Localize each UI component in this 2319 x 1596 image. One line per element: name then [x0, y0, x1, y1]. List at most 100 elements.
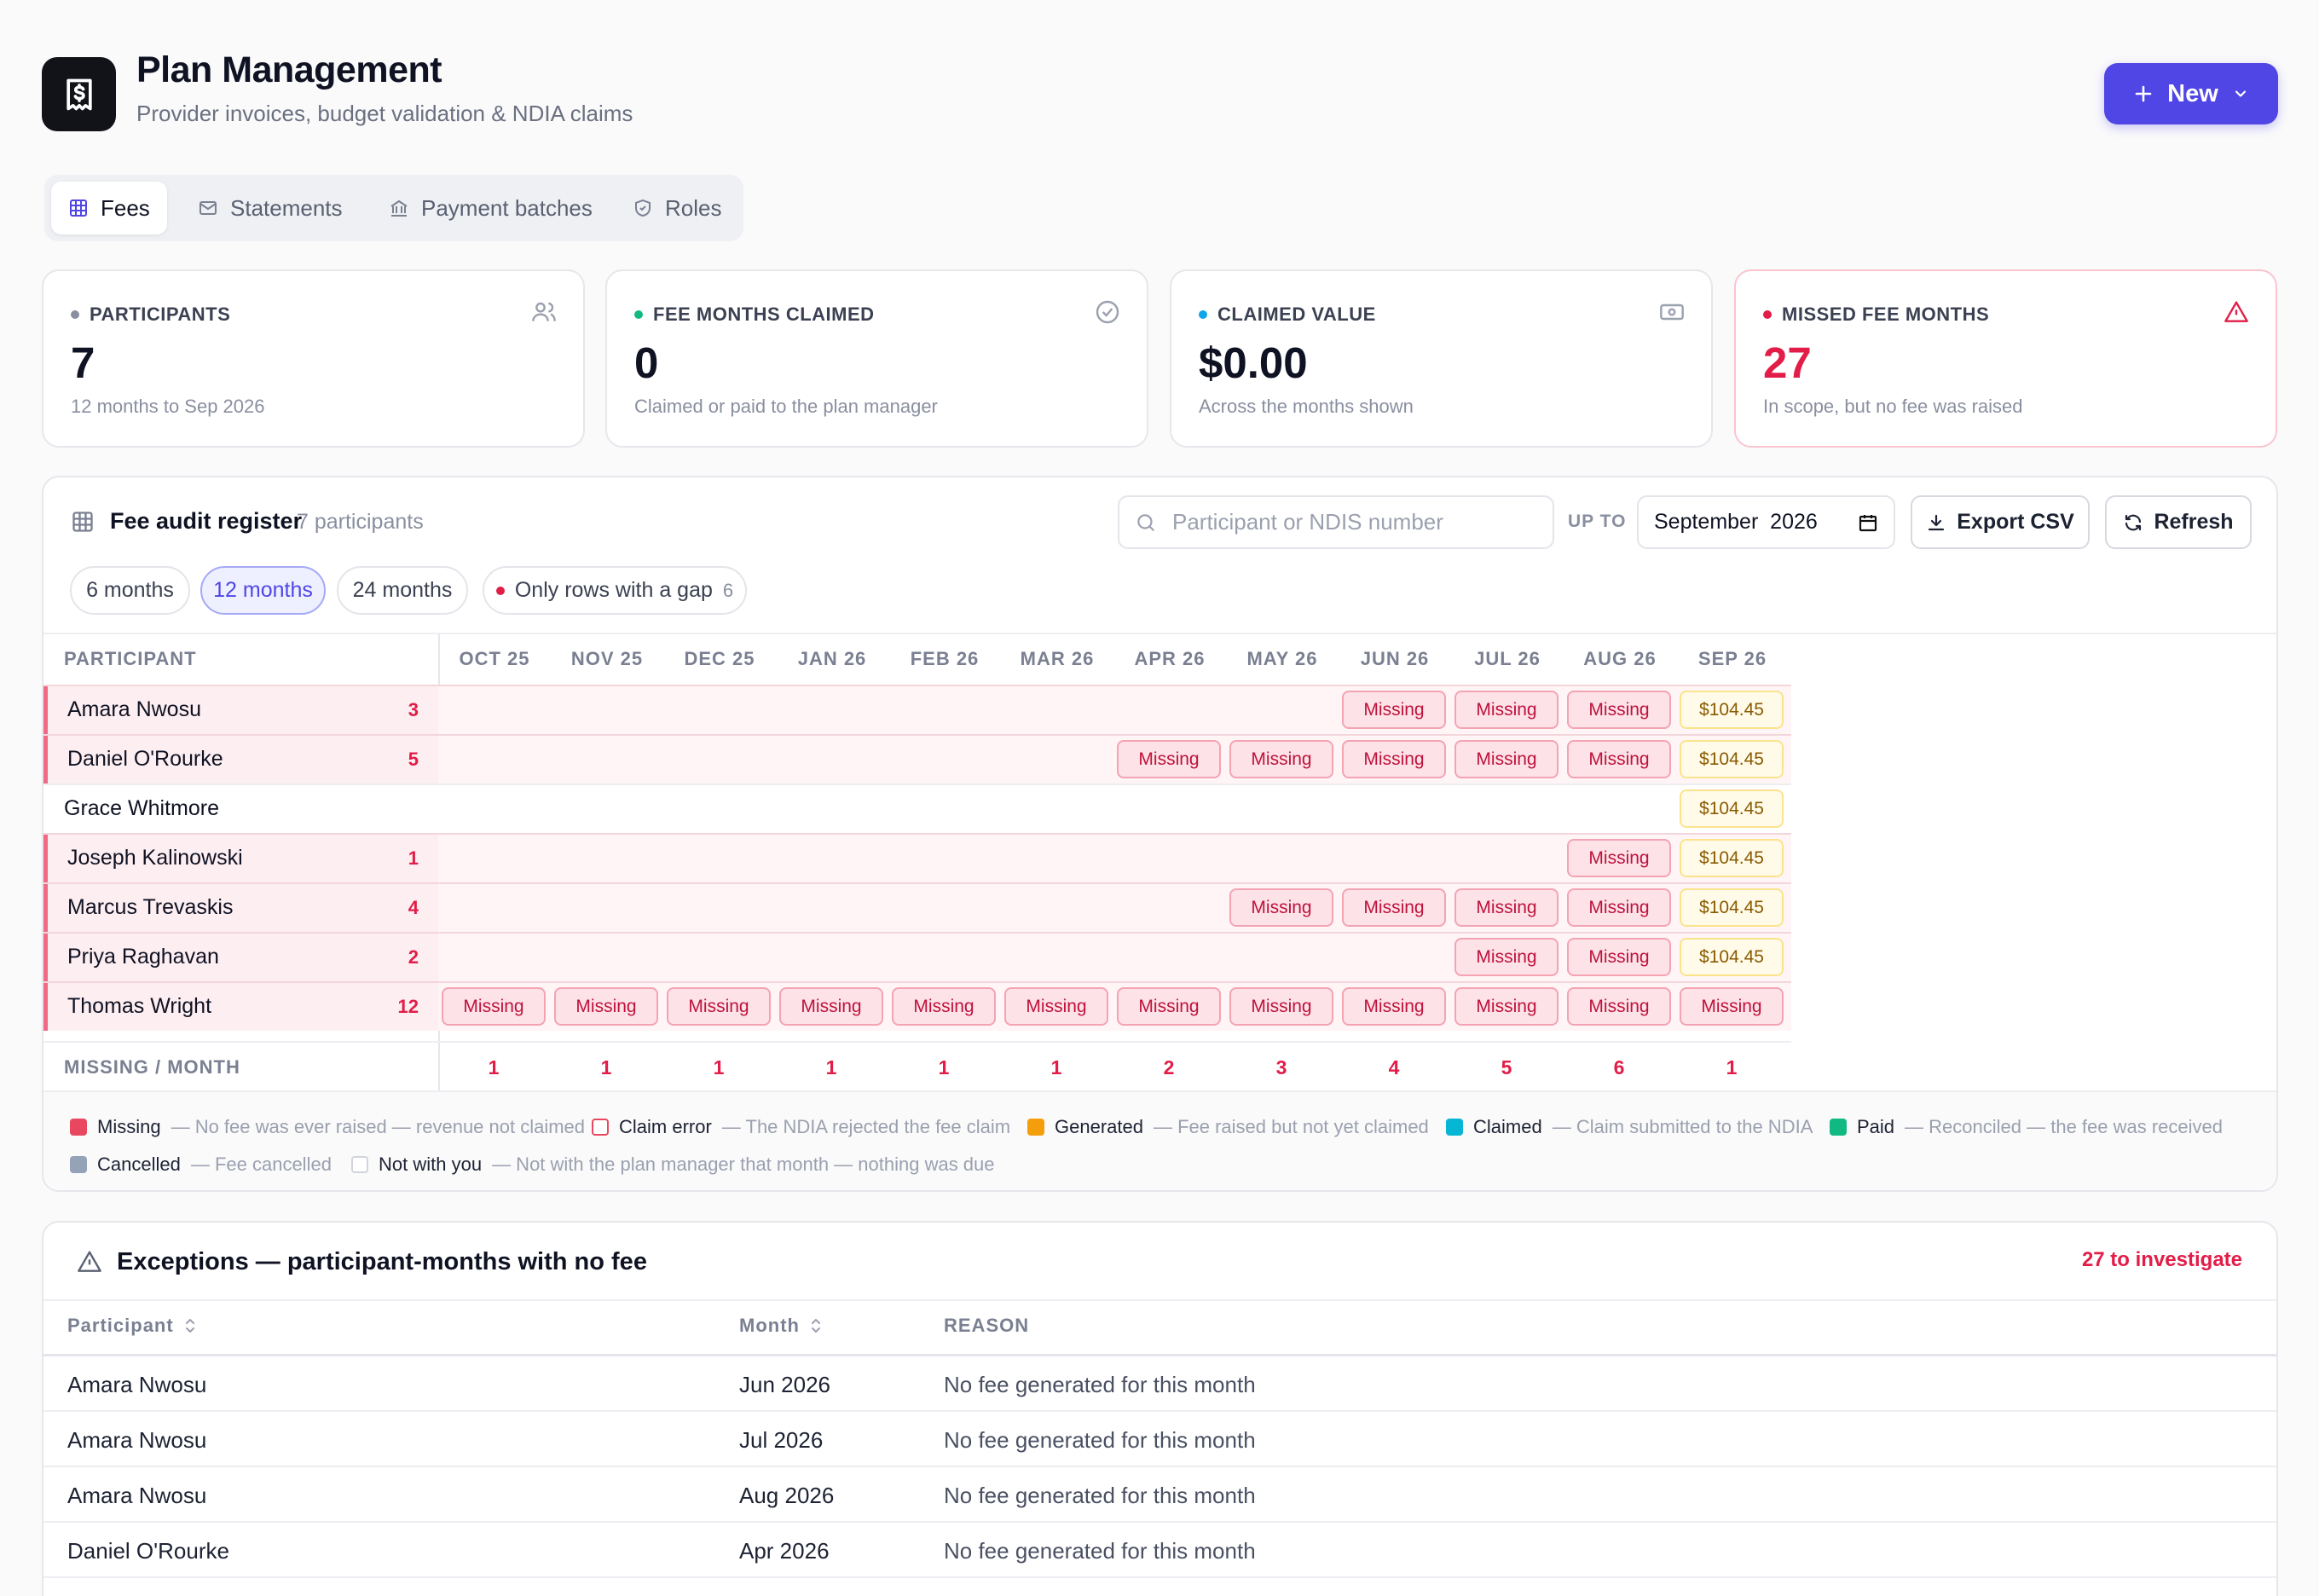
table-row[interactable]: Amara Nwosu Jun 2026 No fee generated for …: [43, 1356, 2276, 1412]
missing-fee-badge[interactable]: Missing: [667, 987, 771, 1026]
missing-fee-badge[interactable]: Missing: [1342, 740, 1446, 778]
sort-icon: [811, 1319, 820, 1333]
search-icon: [1137, 513, 1154, 531]
table-row[interactable]: Amara Nwosu 3 Missing Missing Missing $104.45: [43, 685, 1791, 734]
month-cell: Jun 2026: [739, 1372, 830, 1397]
legend-label: Generated: [1055, 1116, 1143, 1137]
new-button[interactable]: New: [2104, 63, 2278, 124]
chip-label: Only rows with a gap: [514, 578, 713, 602]
participant-cell: [43, 686, 438, 734]
missing-fee-badge[interactable]: Missing: [1680, 987, 1784, 1026]
missing-fee-badge[interactable]: Missing: [1567, 839, 1671, 877]
table-row[interactable]: Marcus Trevaskis 4 Missing Missing Missing Mi…: [43, 882, 1791, 932]
table-row[interactable]: Daniel O'Rourke 5 Missing Missing Missing Mis…: [43, 734, 1791, 784]
participant-column-header: PARTICIPANT: [64, 648, 197, 669]
generated-fee-badge[interactable]: $104.45: [1680, 740, 1784, 778]
generated-fee-badge[interactable]: $104.45: [1680, 789, 1784, 828]
stat-label: CLAIMED VALUE: [1217, 304, 1376, 325]
tab-statements[interactable]: Statements: [181, 182, 360, 234]
search-input[interactable]: Participant or NDIS number: [1118, 495, 1554, 549]
table-row[interactable]: Amara Nwosu Jul 2026 No fee generated for …: [43, 1412, 2276, 1467]
table-row[interactable]: Thomas Wright 12 Missing Missing Missing Miss…: [43, 981, 1791, 1031]
tab-bar: Fees Statements Payment batches Roles: [44, 175, 743, 241]
table-row[interactable]: Joseph Kalinowski 1 Missing $104.45: [43, 833, 1791, 882]
generated-fee-badge[interactable]: $104.45: [1680, 691, 1784, 729]
chip-only-gap-rows[interactable]: Only rows with a gap 6: [483, 566, 747, 615]
status-dot: [1199, 310, 1207, 319]
up-to-label: UP TO: [1568, 512, 1627, 531]
missing-fee-badge[interactable]: Missing: [1004, 987, 1108, 1026]
missing-fee-badge[interactable]: Missing: [1567, 987, 1671, 1026]
tab-fees[interactable]: Fees: [51, 182, 167, 234]
missing-fee-badge[interactable]: Missing: [1117, 740, 1221, 778]
missing-fee-badge[interactable]: Missing: [442, 987, 546, 1026]
column-header-participant[interactable]: Participant: [67, 1315, 198, 1337]
missing-fee-badge[interactable]: Missing: [1454, 691, 1559, 729]
grid-icon: [72, 512, 93, 532]
chip-24-months[interactable]: 24 months: [337, 566, 468, 615]
export-csv-button[interactable]: Export CSV: [1911, 495, 2090, 549]
month-picker[interactable]: September 2026: [1637, 495, 1895, 549]
table-row[interactable]: Grace Whitmore $104.45: [43, 784, 1791, 833]
tab-roles[interactable]: Roles: [616, 182, 738, 234]
grid-icon: [70, 200, 87, 217]
missing-per-month-row: MISSING / MONTH 1 1 1 1 1 1 2 3 4 5 6 1: [43, 1041, 1791, 1090]
missing-fee-badge[interactable]: Missing: [1454, 938, 1559, 976]
missing-fee-badge[interactable]: Missing: [1567, 740, 1671, 778]
participant-cell: [43, 835, 438, 882]
page-subtitle: Provider invoices, budget validation & N…: [136, 101, 633, 126]
column-header-reason: REASON: [944, 1315, 1030, 1336]
legend-item: Claimed — Claim submitted to the NDIA: [1446, 1116, 1813, 1138]
page-title: Plan Management: [136, 49, 442, 90]
missing-fee-badge[interactable]: Missing: [1342, 987, 1446, 1026]
missing-fee-badge[interactable]: Missing: [1342, 888, 1446, 927]
month-value: September 2026: [1654, 510, 1818, 534]
refresh-button[interactable]: Refresh: [2105, 495, 2252, 549]
table-row[interactable]: Priya Raghavan 2 Missing Missing $104.45: [43, 932, 1791, 981]
missing-fee-badge[interactable]: Missing: [779, 987, 883, 1026]
missing-fee-badge[interactable]: Missing: [1454, 987, 1559, 1026]
missing-fee-badge[interactable]: Missing: [1567, 938, 1671, 976]
participant-name: Amara Nwosu: [67, 697, 201, 721]
generated-fee-badge[interactable]: $104.45: [1680, 839, 1784, 877]
column-header-label: Participant: [67, 1315, 174, 1336]
missing-fee-badge[interactable]: Missing: [1342, 691, 1446, 729]
legend-swatch: [1830, 1119, 1847, 1136]
missing-fee-badge[interactable]: Missing: [892, 987, 996, 1026]
chip-12-months[interactable]: 12 months: [200, 566, 326, 615]
missing-fee-badge[interactable]: Missing: [1454, 740, 1559, 778]
missing-fee-badge[interactable]: Missing: [1567, 888, 1671, 927]
participant-name: Grace Whitmore: [64, 796, 219, 820]
month-cell: Apr 2026: [739, 1538, 830, 1564]
stat-label: FEE MONTHS CLAIMED: [653, 304, 875, 325]
exceptions-panel: Exceptions — participant-months with no …: [42, 1221, 2278, 1596]
chip-label: 24 months: [352, 578, 453, 602]
generated-fee-badge[interactable]: $104.45: [1680, 888, 1784, 927]
missing-fee-badge[interactable]: Missing: [554, 987, 658, 1026]
missing-fee-badge[interactable]: Missing: [1454, 888, 1559, 927]
gap-count: 1: [408, 847, 419, 869]
missing-fee-badge[interactable]: Missing: [1229, 740, 1333, 778]
missing-fee-badge[interactable]: Missing: [1229, 888, 1333, 927]
alert-triangle-icon: [78, 1251, 101, 1272]
legend-swatch: [351, 1156, 368, 1173]
chevron-down-icon: [2235, 90, 2246, 97]
grid-divider: [43, 633, 2276, 634]
reason-cell: No fee generated for this month: [944, 1538, 1256, 1564]
participant-cell: [43, 983, 438, 1031]
tab-payment-batches[interactable]: Payment batches: [372, 182, 610, 234]
stat-card-claimed-value: CLAIMED VALUE $0.00 Across the months sh…: [1170, 269, 1713, 448]
table-row[interactable]: Daniel O'Rourke Apr 2026 No fee generated …: [43, 1523, 2276, 1578]
missing-fee-badge[interactable]: Missing: [1117, 987, 1221, 1026]
missing-fee-badge[interactable]: Missing: [1567, 691, 1671, 729]
chip-6-months[interactable]: 6 months: [70, 566, 190, 615]
reason-cell: No fee generated for this month: [944, 1427, 1256, 1453]
month-column-header: MAY 26: [1246, 648, 1318, 669]
missing-count: 4: [1388, 1056, 1400, 1078]
column-header-month[interactable]: Month: [739, 1315, 824, 1337]
table-row[interactable]: Amara Nwosu Aug 2026 No fee generated for …: [43, 1467, 2276, 1523]
generated-fee-badge[interactable]: $104.45: [1680, 938, 1784, 976]
missing-fee-badge[interactable]: Missing: [1229, 987, 1333, 1026]
export-label: Export CSV: [1957, 510, 2074, 534]
footer-label: MISSING / MONTH: [64, 1056, 240, 1078]
